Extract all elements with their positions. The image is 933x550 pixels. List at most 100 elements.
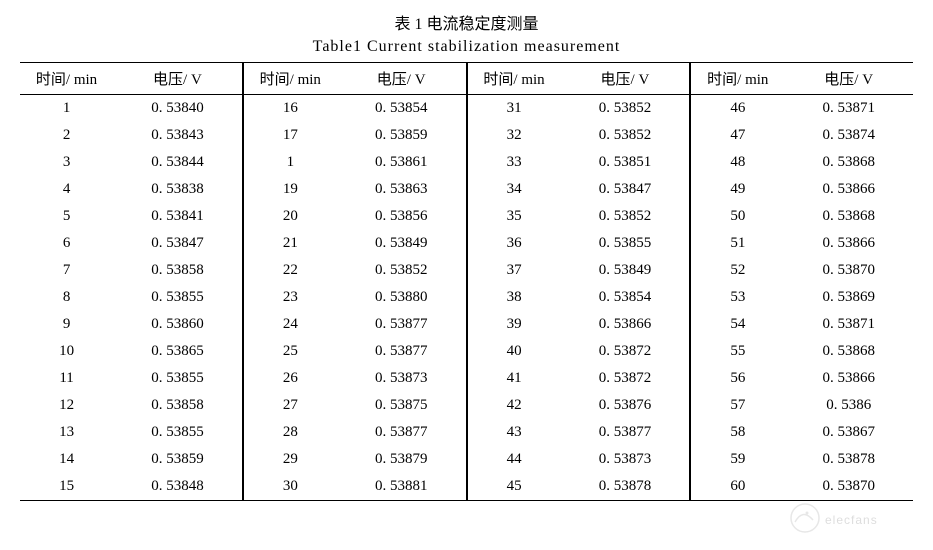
table-row: 220. 53852 xyxy=(244,257,466,284)
watermark-text: elecfans xyxy=(825,513,878,527)
table-row: 330. 53851 xyxy=(468,149,690,176)
table-row: 370. 53849 xyxy=(468,257,690,284)
cell-voltage: 0. 53848 xyxy=(113,473,242,501)
cell-time: 12 xyxy=(20,392,113,419)
table-row: 390. 53866 xyxy=(468,311,690,338)
cell-voltage: 0. 53856 xyxy=(337,203,466,230)
table-row: 360. 53855 xyxy=(468,230,690,257)
table-row: 510. 53866 xyxy=(691,230,913,257)
cell-time: 47 xyxy=(691,122,784,149)
table-row: 590. 53878 xyxy=(691,446,913,473)
cell-voltage: 0. 53861 xyxy=(337,149,466,176)
table-row: 400. 53872 xyxy=(468,338,690,365)
cell-time: 26 xyxy=(244,365,337,392)
cell-time: 49 xyxy=(691,176,784,203)
table-row: 120. 53858 xyxy=(20,392,242,419)
cell-voltage: 0. 53866 xyxy=(784,230,913,257)
table-row: 450. 53878 xyxy=(468,473,690,501)
cell-voltage: 0. 53854 xyxy=(561,284,690,311)
cell-time: 33 xyxy=(468,149,561,176)
cell-time: 21 xyxy=(244,230,337,257)
cell-voltage: 0. 53870 xyxy=(784,473,913,501)
cell-time: 17 xyxy=(244,122,337,149)
cell-voltage: 0. 53852 xyxy=(561,95,690,123)
cell-time: 3 xyxy=(20,149,113,176)
cell-voltage: 0. 53849 xyxy=(337,230,466,257)
cell-voltage: 0. 53849 xyxy=(561,257,690,284)
cell-voltage: 0. 53852 xyxy=(561,122,690,149)
table-row: 100. 53865 xyxy=(20,338,242,365)
cell-voltage: 0. 53847 xyxy=(113,230,242,257)
cell-time: 58 xyxy=(691,419,784,446)
cell-time: 7 xyxy=(20,257,113,284)
table-row: 540. 53871 xyxy=(691,311,913,338)
cell-time: 30 xyxy=(244,473,337,501)
cell-voltage: 0. 53869 xyxy=(784,284,913,311)
cell-time: 57 xyxy=(691,392,784,419)
cell-voltage: 0. 53868 xyxy=(784,338,913,365)
col-header-time: 时间/ min xyxy=(691,63,784,95)
col-header-voltage: 电压/ V xyxy=(561,63,690,95)
cell-voltage: 0. 53851 xyxy=(561,149,690,176)
table-row: 520. 53870 xyxy=(691,257,913,284)
col-header-time: 时间/ min xyxy=(468,63,561,95)
cell-voltage: 0. 53875 xyxy=(337,392,466,419)
cell-voltage: 0. 53872 xyxy=(561,365,690,392)
col-header-time: 时间/ min xyxy=(244,63,337,95)
col-header-time: 时间/ min xyxy=(20,63,113,95)
table-row: 240. 53877 xyxy=(244,311,466,338)
cell-voltage: 0. 53877 xyxy=(337,311,466,338)
table-row: 430. 53877 xyxy=(468,419,690,446)
cell-time: 41 xyxy=(468,365,561,392)
cell-time: 28 xyxy=(244,419,337,446)
cell-time: 8 xyxy=(20,284,113,311)
cell-voltage: 0. 53876 xyxy=(561,392,690,419)
cell-voltage: 0. 53854 xyxy=(337,95,466,123)
table-row: 200. 53856 xyxy=(244,203,466,230)
table-row: 20. 53843 xyxy=(20,122,242,149)
cell-time: 37 xyxy=(468,257,561,284)
cell-time: 53 xyxy=(691,284,784,311)
cell-time: 51 xyxy=(691,230,784,257)
cell-time: 50 xyxy=(691,203,784,230)
table-row: 250. 53877 xyxy=(244,338,466,365)
table-row: 320. 53852 xyxy=(468,122,690,149)
cell-voltage: 0. 53844 xyxy=(113,149,242,176)
cell-voltage: 0. 53880 xyxy=(337,284,466,311)
cell-voltage: 0. 53841 xyxy=(113,203,242,230)
cell-voltage: 0. 53870 xyxy=(784,257,913,284)
cell-time: 29 xyxy=(244,446,337,473)
table-row: 350. 53852 xyxy=(468,203,690,230)
data-table: 时间/ min电压/ V10. 5384020. 5384330. 538444… xyxy=(20,62,913,501)
cell-voltage: 0. 53855 xyxy=(113,365,242,392)
table-block-3: 时间/ min电压/ V310. 53852320. 53852330. 538… xyxy=(466,62,690,501)
cell-time: 55 xyxy=(691,338,784,365)
cell-voltage: 0. 53859 xyxy=(337,122,466,149)
cell-voltage: 0. 53877 xyxy=(337,419,466,446)
cell-time: 34 xyxy=(468,176,561,203)
cell-voltage: 0. 53878 xyxy=(784,446,913,473)
cell-voltage: 0. 53877 xyxy=(561,419,690,446)
cell-time: 19 xyxy=(244,176,337,203)
cell-time: 39 xyxy=(468,311,561,338)
table-row: 110. 53855 xyxy=(20,365,242,392)
table-row: 420. 53876 xyxy=(468,392,690,419)
table-row: 600. 53870 xyxy=(691,473,913,501)
table-block-2: 时间/ min电压/ V160. 53854170. 5385910. 5386… xyxy=(242,62,466,501)
table-row: 260. 53873 xyxy=(244,365,466,392)
cell-time: 6 xyxy=(20,230,113,257)
cell-voltage: 0. 53879 xyxy=(337,446,466,473)
cell-time: 43 xyxy=(468,419,561,446)
cell-time: 56 xyxy=(691,365,784,392)
cell-voltage: 0. 53860 xyxy=(113,311,242,338)
table-row: 210. 53849 xyxy=(244,230,466,257)
table-row: 440. 53873 xyxy=(468,446,690,473)
table-row: 10. 53840 xyxy=(20,95,242,123)
cell-time: 1 xyxy=(244,149,337,176)
table-row: 170. 53859 xyxy=(244,122,466,149)
cell-voltage: 0. 53852 xyxy=(561,203,690,230)
cell-time: 5 xyxy=(20,203,113,230)
cell-voltage: 0. 53866 xyxy=(784,365,913,392)
table-block-1: 时间/ min电压/ V10. 5384020. 5384330. 538444… xyxy=(20,62,242,501)
cell-time: 46 xyxy=(691,95,784,123)
